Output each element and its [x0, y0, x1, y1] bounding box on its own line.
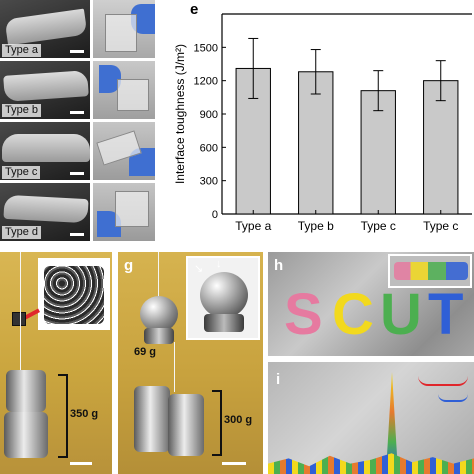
- weight-top: [6, 370, 46, 412]
- weight-left: [134, 386, 170, 452]
- scale-bar: [70, 462, 92, 465]
- small-sphere: [140, 296, 178, 332]
- letter-c: C: [332, 282, 374, 347]
- interface-toughness-chart: 0 300 600 900 1200 1500 Type a Type b Type c Type…: [173, 13, 472, 233]
- y-axis-label: Interface toughness (J/m²): [173, 44, 187, 184]
- type-b-label: Type b: [2, 104, 42, 117]
- bar: [423, 80, 459, 215]
- scale-bar: [70, 233, 84, 236]
- panel-label-e: e: [190, 1, 199, 18]
- y-tick-label: 1200: [194, 76, 218, 88]
- thread: [158, 252, 159, 302]
- mass-label-350: 350 g: [70, 408, 99, 420]
- y-tick-label: 900: [200, 109, 218, 121]
- arrow-icon: ↘: [194, 263, 204, 275]
- scale-bar: [70, 172, 84, 175]
- peeled-film: [117, 79, 149, 111]
- scale-bar: [70, 111, 84, 114]
- lattice-sample: [12, 312, 26, 326]
- sphere-inset: ↘ ↓: [186, 256, 260, 340]
- metal-strip: [2, 134, 90, 162]
- x-tick-label: Type c: [423, 219, 458, 233]
- type-a-label: Type a: [2, 44, 42, 57]
- type-c-label: Type c: [2, 166, 41, 179]
- panel-label-g: g: [124, 257, 134, 274]
- small-sphere-base: [144, 328, 174, 344]
- type-d-peel-photo: [93, 183, 155, 241]
- skyline: [268, 453, 474, 474]
- letter-t: T: [428, 282, 464, 347]
- letter-s: S: [284, 282, 323, 347]
- mass-bracket: [212, 390, 222, 456]
- type-b-photo: Type b: [0, 61, 90, 119]
- y-tick-label: 300: [200, 176, 218, 188]
- bar: [298, 71, 334, 215]
- mass-label-69: 69 g: [134, 346, 157, 358]
- x-tick-label: Type b: [298, 219, 334, 233]
- scale-bar: [222, 462, 246, 465]
- lattice-inset: [38, 258, 110, 330]
- type-c-peel-photo: [93, 122, 155, 180]
- thread: [20, 252, 21, 372]
- sphere-weights-photo: g ↘ ↓ 69 g 300 g: [118, 252, 263, 474]
- y-tick-label: 1500: [194, 42, 218, 54]
- type-c-photo: Type c: [0, 122, 90, 180]
- glove: [99, 65, 121, 93]
- mass-bracket: [58, 374, 68, 458]
- panel-label-i: i: [276, 371, 281, 388]
- mass-label-300: 300 g: [224, 414, 253, 426]
- handwriting-blue: [438, 390, 468, 402]
- peeled-film: [115, 191, 149, 227]
- lattice-weights-photo: 350 g: [0, 252, 112, 474]
- panel-label-h: h: [274, 257, 284, 274]
- weight-bottom: [4, 412, 48, 458]
- painted-skyline-photo: i: [268, 362, 474, 474]
- arrow-icon: ↓: [216, 258, 222, 270]
- type-a-photo: Type a: [0, 0, 90, 58]
- peeled-film: [105, 14, 137, 52]
- x-tick-label: Type c: [361, 219, 396, 233]
- y-tick-label: 0: [212, 209, 218, 221]
- handwriting-red: [418, 374, 468, 386]
- letter-u: U: [380, 282, 422, 347]
- type-a-peel-photo: [93, 0, 155, 58]
- type-d-photo: Type d: [0, 183, 90, 241]
- scut-inset: [388, 254, 472, 288]
- scut-letters-photo: h S C U T: [268, 252, 474, 356]
- scale-bar: [70, 50, 84, 53]
- x-tick-label: Type a: [235, 219, 271, 233]
- type-b-peel-photo: [93, 61, 155, 119]
- y-tick-label: 600: [200, 142, 218, 154]
- bar: [360, 90, 396, 215]
- thread: [174, 342, 175, 392]
- weight-right: [168, 394, 204, 456]
- type-d-label: Type d: [2, 226, 42, 239]
